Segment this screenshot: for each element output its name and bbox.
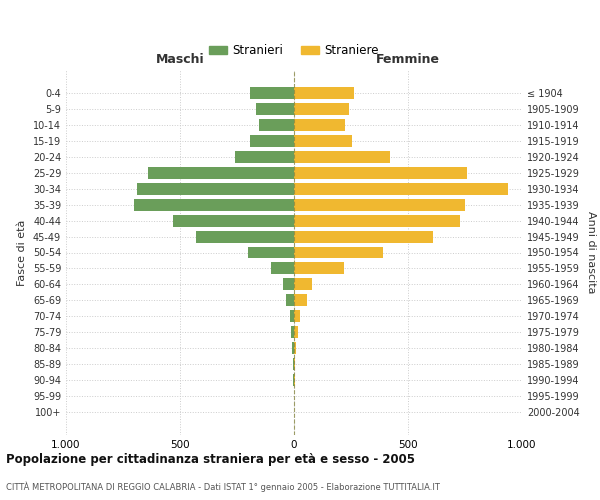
Bar [148,166,294,178]
Text: Femmine: Femmine [376,54,440,66]
Bar [294,86,355,99]
Bar [196,230,294,242]
Bar [294,182,508,194]
Bar [294,134,352,146]
Bar [248,246,294,258]
Bar [294,198,465,210]
Legend: Stranieri, Straniere: Stranieri, Straniere [204,40,384,62]
Bar [250,86,294,99]
Bar [134,198,294,210]
Bar [294,326,298,338]
Bar [290,310,294,322]
Bar [294,342,296,354]
Bar [291,326,294,338]
Bar [294,294,307,306]
Text: Popolazione per cittadinanza straniera per età e sesso - 2005: Popolazione per cittadinanza straniera p… [6,452,415,466]
Bar [137,182,294,194]
Bar [292,342,294,354]
Bar [173,214,294,226]
Bar [294,118,346,130]
Bar [294,214,460,226]
Bar [283,278,294,290]
Bar [294,230,433,242]
Bar [259,118,294,130]
Y-axis label: Anni di nascita: Anni di nascita [586,211,596,294]
Bar [294,374,295,386]
Bar [286,294,294,306]
Bar [294,102,349,115]
Bar [294,262,344,274]
Bar [294,150,390,162]
Text: CITTÀ METROPOLITANA DI REGGIO CALABRIA - Dati ISTAT 1° gennaio 2005 - Elaborazio: CITTÀ METROPOLITANA DI REGGIO CALABRIA -… [6,481,440,492]
Bar [250,134,294,146]
Bar [294,166,467,178]
Y-axis label: Fasce di età: Fasce di età [17,220,27,286]
Bar [271,262,294,274]
Bar [294,358,295,370]
Bar [294,246,383,258]
Bar [294,278,312,290]
Bar [293,374,294,386]
Text: Maschi: Maschi [155,54,205,66]
Bar [294,310,301,322]
Bar [293,358,294,370]
Bar [256,102,294,115]
Bar [235,150,294,162]
